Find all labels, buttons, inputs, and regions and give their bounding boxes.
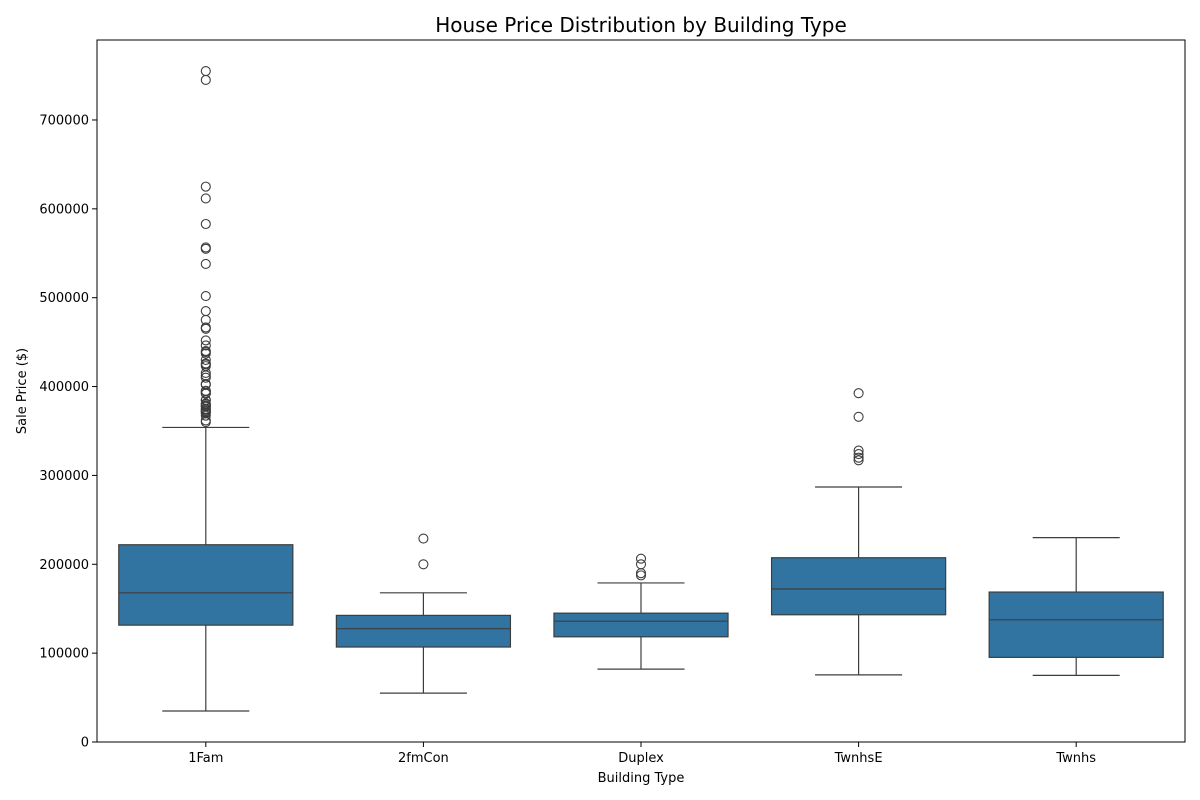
box-1Fam (118, 66, 294, 712)
box-Twnhs (988, 537, 1164, 676)
outlier-point (200, 335, 211, 346)
outlier-point (853, 449, 864, 460)
outlier-point (200, 417, 211, 428)
iqr-box (988, 591, 1164, 658)
outlier-point (853, 452, 864, 463)
y-tick-label: 700000 (39, 113, 89, 128)
y-tick-label: 500000 (39, 291, 89, 306)
x-tick-label: 2fmCon (398, 751, 449, 766)
iqr-box (118, 544, 294, 626)
y-tick-label: 0 (81, 736, 89, 751)
outlier-point (200, 348, 211, 359)
outlier-point (418, 559, 429, 570)
outlier-point (635, 553, 647, 564)
outlier-point (853, 411, 864, 422)
x-tick-label: 1Fam (188, 751, 223, 766)
outlier-point (200, 66, 211, 77)
outlier-point (200, 340, 211, 351)
outlier-point (853, 455, 864, 466)
iqr-box (770, 557, 947, 616)
box-2fmCon (335, 533, 512, 694)
outlier-point (853, 445, 864, 456)
x-tick-label: TwnhsE (834, 751, 883, 766)
chart-title: House Price Distribution by Building Typ… (435, 13, 847, 37)
y-tick-label: 600000 (39, 202, 89, 217)
x-axis-label: Building Type (598, 771, 685, 786)
outlier-point (418, 533, 429, 544)
y-tick-label: 200000 (39, 558, 89, 573)
box-Duplex (553, 553, 729, 670)
outlier-point (200, 410, 211, 421)
y-tick-label: 400000 (39, 380, 89, 395)
outlier-point (200, 243, 211, 254)
x-tick-label: Twnhs (1055, 751, 1096, 766)
outlier-point (200, 291, 211, 302)
outlier-point (200, 388, 211, 399)
iqr-box (553, 612, 729, 638)
y-axis: 0 100000 200000 300000 400000 500000 600000 700… (39, 113, 97, 751)
outlier-point (200, 218, 211, 230)
x-axis: 1Fam 2fmCon Duplex TwnhsE Twnhs (188, 742, 1096, 766)
outlier-point (635, 559, 647, 570)
outlier-point (200, 74, 211, 86)
outlier-point (200, 193, 211, 204)
y-tick-label: 300000 (39, 469, 89, 484)
outlier-point (200, 367, 211, 379)
outlier-point (200, 323, 211, 334)
outlier-point (853, 388, 864, 399)
outlier-point (200, 181, 211, 192)
outlier-point (200, 258, 211, 269)
plot-area (96, 39, 1186, 743)
outlier-point (200, 354, 211, 365)
y-tick-label: 100000 (39, 647, 89, 662)
y-axis-label: Sale Price ($) (15, 348, 30, 434)
box-TwnhsE (770, 388, 947, 676)
iqr-box (335, 614, 512, 648)
x-tick-label: Duplex (618, 751, 664, 766)
outlier-point (200, 305, 211, 317)
outlier-point (635, 568, 647, 579)
outlier-point (635, 570, 647, 581)
outlier-point (200, 372, 211, 383)
